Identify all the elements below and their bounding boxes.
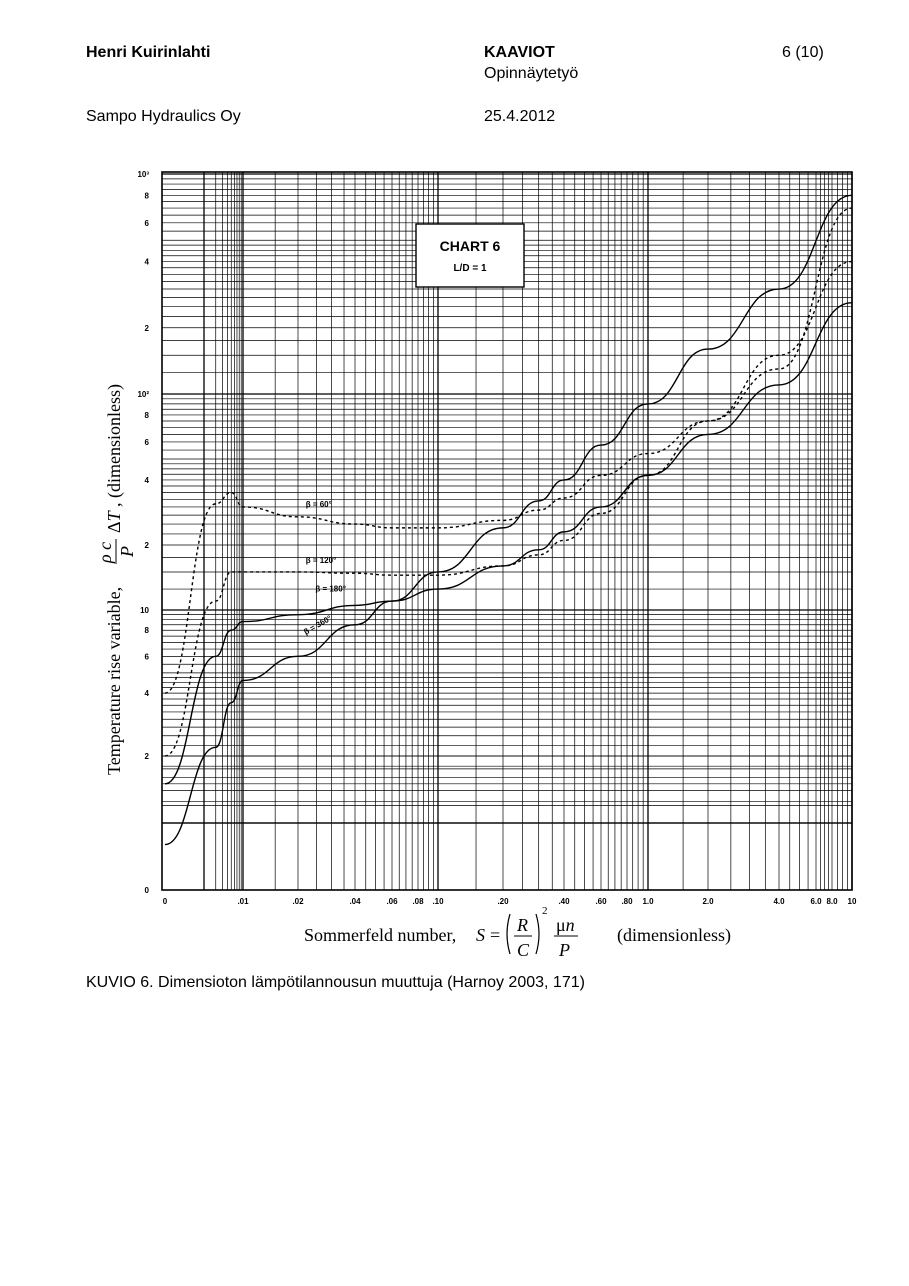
y-tick-label: 10² <box>137 390 149 399</box>
x-tick-labels: 0 .01 .02 .04 .06 .08 .10 .20 .40 .60 .80 1.0 2.0 4.0… <box>163 897 857 906</box>
y-axis-label-unit: , (dimensionless) <box>104 384 125 507</box>
page-number: 6 (10) <box>782 44 824 61</box>
y-tick-label: 8 <box>145 626 150 635</box>
x-tick-label: 2.0 <box>702 897 714 906</box>
series-label: β = 120° <box>306 556 337 565</box>
y-axis-label-group: Temperature rise variable, ρ c P ΔT , (d… <box>95 384 137 775</box>
svg-text:ρ c: ρ c <box>95 542 115 564</box>
grid-lines <box>162 172 853 890</box>
document-subtype: Opinnäytetyö <box>484 65 579 82</box>
y-tick-label: 4 <box>145 258 150 267</box>
x-tick-label: .20 <box>497 897 509 906</box>
x-axis-label: Sommerfeld number, <box>304 925 456 945</box>
x-tick-label: 0 <box>163 897 168 906</box>
chart-title-box <box>415 223 525 288</box>
y-tick-label: 8 <box>145 411 150 420</box>
plot-area <box>161 171 853 891</box>
sommerfeld-formula: S = R C 2 μn P <box>476 905 578 960</box>
x-axis-label-unit: (dimensionless) <box>617 925 731 946</box>
series-line <box>164 194 853 846</box>
y-tick-label: 10 <box>140 606 149 615</box>
x-tick-label: .10 <box>432 897 444 906</box>
x-tick-label: .01 <box>237 897 249 906</box>
x-tick-label: 10 <box>848 897 857 906</box>
y-tick-label: 4 <box>145 689 150 698</box>
svg-text:R: R <box>516 915 528 935</box>
x-tick-label: .08 <box>412 897 424 906</box>
x-tick-label: 4.0 <box>773 897 785 906</box>
chart-subtitle: L/D = 1 <box>453 263 487 274</box>
y-tick-label: 2 <box>145 541 150 550</box>
y-tick-label: 6 <box>145 652 150 661</box>
y-tick-label: 6 <box>145 219 150 228</box>
svg-text:μn: μn <box>556 915 575 935</box>
svg-text:P: P <box>558 940 570 960</box>
chart-title: CHART 6 <box>440 238 501 254</box>
x-tick-label: 1.0 <box>642 897 654 906</box>
y-tick-label: 4 <box>145 476 150 485</box>
x-tick-label: .02 <box>292 897 304 906</box>
series-label: β = 180° <box>315 584 346 593</box>
svg-text:2: 2 <box>542 905 548 917</box>
x-tick-label: .04 <box>349 897 361 906</box>
x-tick-label: .80 <box>621 897 633 906</box>
svg-text:C: C <box>517 940 530 960</box>
svg-text:P: P <box>117 546 137 558</box>
figure-caption: KUVIO 6. Dimensioton lämpötilannousun mu… <box>86 974 585 991</box>
svg-text:S: S <box>476 925 485 945</box>
series-line <box>164 302 853 785</box>
document-date: 25.4.2012 <box>484 108 556 125</box>
y-tick-label: 2 <box>145 752 150 761</box>
y-tick-label: 6 <box>145 438 150 447</box>
series-line <box>164 260 853 757</box>
x-tick-label: 6.0 <box>810 897 822 906</box>
document-type: KAAVIOT <box>484 44 555 61</box>
curves <box>164 194 853 846</box>
x-tick-label: .60 <box>595 897 607 906</box>
author-name: Henri Kuirinlahti <box>86 44 211 61</box>
series-line <box>164 207 853 694</box>
y-tick-label: 8 <box>145 191 150 200</box>
y-tick-label: 0 <box>145 886 150 895</box>
y-axis-formula: ρ c P ΔT <box>95 509 137 564</box>
x-tick-label: .40 <box>558 897 570 906</box>
y-axis-label: Temperature rise variable, <box>104 587 124 775</box>
chart-figure: 0 2 4 6 8 10 2 4 6 8 10² 2 4 6 8 10³ 0 .01 .02 .04 .06 .08 .1… <box>95 170 857 960</box>
y-tick-label: 10³ <box>137 170 149 179</box>
svg-text:=: = <box>490 925 500 945</box>
x-tick-label: .06 <box>386 897 398 906</box>
x-tick-label: 8.0 <box>826 897 838 906</box>
y-tick-labels: 0 2 4 6 8 10 2 4 6 8 10² 2 4 6 8 10³ <box>137 170 149 895</box>
y-tick-label: 2 <box>145 324 150 333</box>
svg-text:ΔT: ΔT <box>104 509 124 533</box>
series-label: β = 60° <box>306 500 332 509</box>
company-name: Sampo Hydraulics Oy <box>86 108 241 125</box>
